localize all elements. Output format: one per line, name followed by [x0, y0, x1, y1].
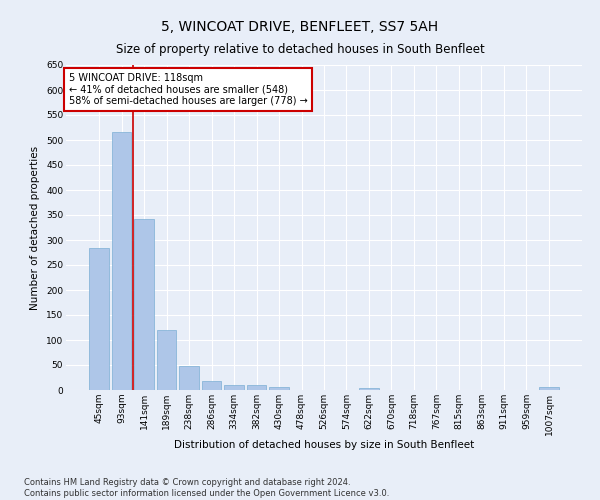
Bar	[247, 384, 266, 390]
Bar	[359, 388, 379, 390]
Bar	[179, 366, 199, 390]
Text: 5, WINCOAT DRIVE, BENFLEET, SS7 5AH: 5, WINCOAT DRIVE, BENFLEET, SS7 5AH	[161, 20, 439, 34]
X-axis label: Distribution of detached houses by size in South Benfleet: Distribution of detached houses by size …	[174, 440, 474, 450]
Y-axis label: Number of detached properties: Number of detached properties	[31, 146, 40, 310]
Bar	[157, 330, 176, 390]
Text: Contains HM Land Registry data © Crown copyright and database right 2024.
Contai: Contains HM Land Registry data © Crown c…	[24, 478, 389, 498]
Text: Size of property relative to detached houses in South Benfleet: Size of property relative to detached ho…	[116, 42, 484, 56]
Bar	[89, 248, 109, 390]
Bar	[134, 218, 154, 390]
Bar	[269, 387, 289, 390]
Bar	[539, 387, 559, 390]
Bar	[224, 384, 244, 390]
Text: 5 WINCOAT DRIVE: 118sqm
← 41% of detached houses are smaller (548)
58% of semi-d: 5 WINCOAT DRIVE: 118sqm ← 41% of detache…	[68, 73, 307, 106]
Bar	[202, 380, 221, 390]
Bar	[112, 132, 131, 390]
